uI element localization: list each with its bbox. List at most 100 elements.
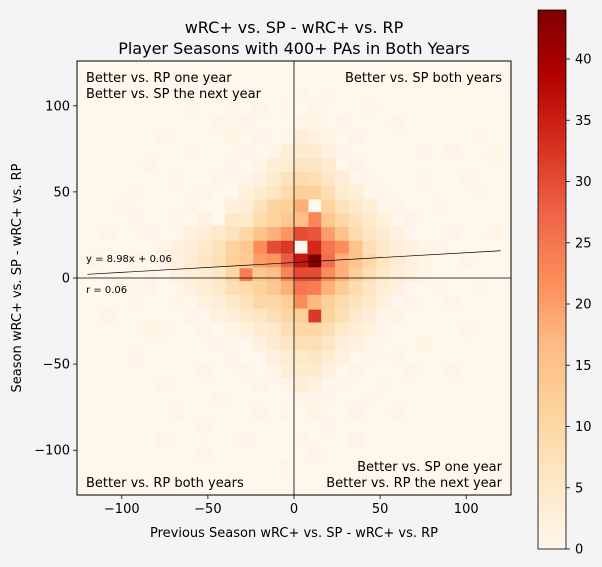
heatmap-cell bbox=[293, 253, 309, 269]
heatmap-cell bbox=[348, 363, 364, 379]
heatmap-cell bbox=[183, 239, 199, 255]
heatmap-cell bbox=[210, 308, 226, 324]
heatmap-cell bbox=[307, 267, 323, 283]
heatmap-cell bbox=[417, 170, 433, 186]
heatmap-cell bbox=[183, 101, 199, 117]
heatmap-cell bbox=[279, 143, 295, 159]
heatmap-cell bbox=[376, 322, 392, 338]
heatmap-cell bbox=[293, 267, 309, 283]
heatmap-cell bbox=[307, 446, 323, 462]
heatmap-cell bbox=[197, 294, 212, 310]
heatmap-cell bbox=[252, 405, 268, 420]
y-axis-ticks: −100 −50 0 50 100 bbox=[34, 99, 77, 459]
heatmap-cell bbox=[445, 363, 460, 379]
heatmap-cell bbox=[334, 225, 350, 241]
heatmap-cell bbox=[252, 267, 268, 283]
heatmap-cell bbox=[252, 336, 268, 351]
heatmap-cell bbox=[348, 198, 364, 214]
heatmap-cell bbox=[238, 363, 254, 379]
heatmap-cell bbox=[362, 170, 378, 186]
heatmap-cell bbox=[197, 363, 212, 379]
heatmap-cell bbox=[252, 294, 268, 310]
heatmap-cell bbox=[266, 336, 281, 351]
heatmap-cell bbox=[417, 239, 433, 255]
heatmap-cell bbox=[266, 294, 281, 310]
heatmap-cell bbox=[238, 225, 254, 241]
heatmap-cell bbox=[266, 363, 281, 379]
colorbar-tick-label: 35 bbox=[575, 114, 592, 129]
heatmap-cell bbox=[224, 129, 240, 145]
heatmap-cell bbox=[279, 363, 295, 379]
heatmap-cell bbox=[348, 184, 364, 200]
heatmap-cell bbox=[293, 432, 309, 448]
heatmap-cell bbox=[197, 225, 212, 241]
heatmap-cell bbox=[362, 267, 378, 283]
heatmap-cell bbox=[431, 281, 447, 296]
heatmap-cell bbox=[307, 391, 323, 407]
heatmap-cell bbox=[321, 281, 336, 296]
heatmap-cell bbox=[142, 322, 157, 338]
heatmap-cell bbox=[362, 391, 378, 407]
heatmap-cell bbox=[334, 377, 350, 393]
heatmap-cell bbox=[348, 253, 364, 269]
heatmap-cell bbox=[334, 143, 350, 159]
heatmap-cell bbox=[307, 157, 323, 172]
heatmap-cell bbox=[334, 281, 350, 296]
heatmap-cell bbox=[279, 377, 295, 393]
heatmap-cell bbox=[238, 115, 254, 131]
heatmap-cell bbox=[293, 143, 309, 159]
heatmap-cell bbox=[252, 225, 268, 241]
heatmap-cell bbox=[307, 281, 323, 296]
heatmap-cell bbox=[238, 239, 254, 255]
heatmap-cell bbox=[334, 253, 350, 269]
heatmap-cell bbox=[266, 157, 281, 172]
heatmap-cell bbox=[266, 253, 281, 269]
heatmap-cell bbox=[472, 281, 488, 296]
heatmap-cell bbox=[307, 336, 323, 351]
heatmap-cell bbox=[238, 253, 254, 269]
heatmap-cell bbox=[307, 294, 323, 310]
heatmap-cell bbox=[210, 239, 226, 255]
colorbar-tick-label: 40 bbox=[575, 53, 592, 68]
heatmap-cell bbox=[293, 294, 309, 310]
heatmap-cell bbox=[252, 170, 268, 186]
heatmap-cell bbox=[279, 460, 295, 475]
heatmap-cell bbox=[376, 377, 392, 393]
heatmap-cell bbox=[169, 239, 185, 255]
heatmap-cell bbox=[266, 170, 281, 186]
heatmap-cell bbox=[376, 294, 392, 310]
heatmap-cell bbox=[238, 170, 254, 186]
heatmap-cell bbox=[348, 336, 364, 351]
heatmap-cell bbox=[197, 184, 212, 200]
x-tick-label: 100 bbox=[454, 502, 479, 517]
heatmap-cell bbox=[334, 308, 350, 324]
heatmap-cell bbox=[169, 212, 185, 227]
chart-title: wRC+ vs. SP - wRC+ vs. RP bbox=[185, 18, 404, 37]
heatmap-cell bbox=[348, 267, 364, 283]
heatmap-cell bbox=[266, 267, 281, 283]
colorbar-tick-label: 5 bbox=[575, 481, 583, 496]
heatmap-cell bbox=[183, 308, 199, 324]
heatmap-cell bbox=[376, 239, 392, 255]
heatmap-cell bbox=[128, 253, 144, 269]
heatmap-cell bbox=[252, 198, 268, 214]
heatmap-cell bbox=[210, 391, 226, 407]
heatmap-cell bbox=[279, 170, 295, 186]
heatmap-cell bbox=[293, 281, 309, 296]
heatmap-cell bbox=[210, 294, 226, 310]
heatmap-cells bbox=[86, 88, 502, 475]
quadrant-label-bottom-right-line1: Better vs. SP one year bbox=[357, 460, 503, 475]
heatmap-cell bbox=[197, 418, 212, 434]
heatmap-cell bbox=[293, 129, 309, 145]
heatmap-cell bbox=[197, 239, 212, 255]
heatmap-cell bbox=[279, 212, 295, 227]
heatmap-cell bbox=[445, 225, 460, 241]
heatmap-cell bbox=[293, 391, 309, 407]
heatmap-cell bbox=[210, 267, 226, 283]
x-tick-label: −50 bbox=[194, 502, 221, 517]
heatmap-cell bbox=[417, 143, 433, 159]
heatmap-cell bbox=[348, 212, 364, 227]
colorbar-tick-label: 10 bbox=[575, 420, 592, 435]
heatmap-cell bbox=[458, 170, 474, 186]
heatmap-cell bbox=[390, 198, 405, 214]
